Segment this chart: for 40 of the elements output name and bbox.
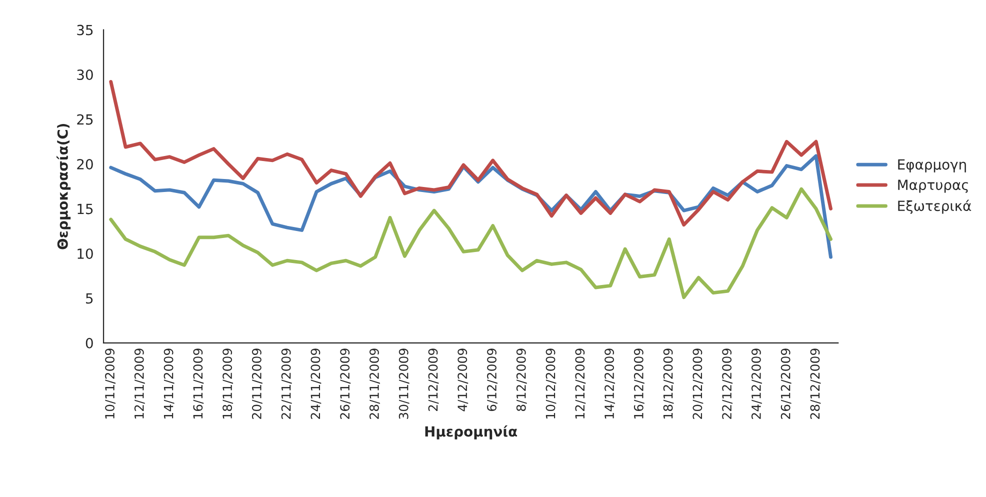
- x-tick-label: 12/12/2009: [575, 348, 586, 418]
- x-tick-label: 22/11/2009: [281, 348, 292, 419]
- x-axis-title: Ημερομηνία: [425, 425, 518, 440]
- x-tick-label: 14/11/2009: [164, 348, 174, 418]
- x-tick-label: 26/12/2009: [780, 348, 792, 419]
- line-series: [109, 187, 832, 300]
- x-tick-label: 28/12/2009: [810, 348, 821, 419]
- y-tick-label: 20: [77, 158, 93, 170]
- x-tick-label: 26/11/2009: [340, 348, 351, 419]
- y-tick-label: 15: [78, 204, 93, 214]
- x-tick-label: 24/12/2009: [751, 348, 762, 419]
- line-series: [109, 80, 832, 227]
- x-tick-label: 12/11/2009: [134, 348, 145, 418]
- x-tick-label: 6/12/2009: [487, 348, 498, 412]
- x-tick-label: 22/12/2009: [722, 348, 733, 419]
- x-tick-label: 2/12/2009: [428, 348, 439, 411]
- y-tick-label: 5: [86, 293, 93, 304]
- legend-label: Εξωτερικά: [898, 200, 972, 214]
- x-tick-label: 28/11/2009: [369, 348, 380, 419]
- y-tick-label: 30: [77, 70, 93, 80]
- x-tick-label: 20/11/2009: [252, 348, 262, 419]
- x-tick-label: 30/11/2009: [398, 348, 410, 419]
- x-tick-label: 10/11/2009: [105, 348, 116, 418]
- x-tick-label: 8/12/2009: [516, 348, 527, 412]
- x-tick-label: 14/12/2009: [604, 348, 615, 418]
- x-tick-label: 16/12/2009: [634, 348, 644, 418]
- x-tick-label: 16/11/2009: [193, 348, 204, 418]
- y-tick-label: 35: [77, 24, 93, 36]
- y-tick-label: 10: [78, 248, 93, 259]
- x-tick-label: 4/12/2009: [458, 348, 468, 412]
- y-axis-title: Θερμοκρασία(C): [56, 124, 71, 250]
- legend-label: Μαρτυρας: [898, 180, 968, 193]
- x-tick-label: 18/11/2009: [222, 348, 234, 418]
- legend-label: Εφαρμογη: [898, 159, 966, 172]
- y-tick-label: 25: [77, 114, 93, 125]
- x-tick-label: 20/12/2009: [692, 348, 704, 419]
- x-tick-label: 10/12/2009: [546, 348, 556, 418]
- x-tick-label: 24/11/2009: [310, 348, 322, 419]
- y-tick-label: 0: [86, 338, 93, 348]
- x-tick-label: 18/12/2009: [663, 348, 674, 418]
